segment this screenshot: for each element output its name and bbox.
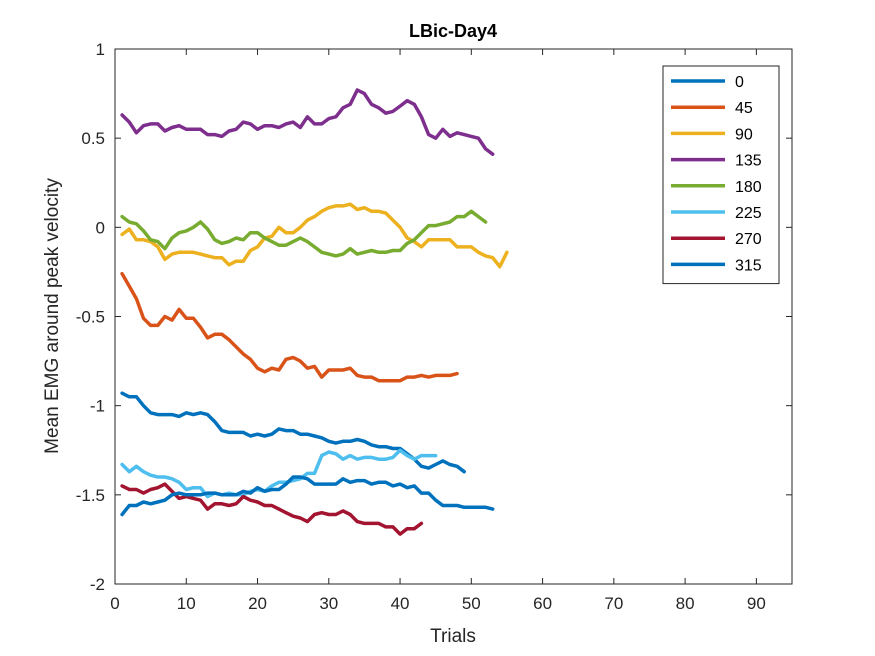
series-line-45 — [120, 271, 459, 383]
y-tick-label: -1 — [90, 397, 105, 416]
x-tick-label: 70 — [604, 594, 623, 613]
x-tick-label: 10 — [177, 594, 196, 613]
x-tick-label: 50 — [462, 594, 481, 613]
y-tick-label: -2 — [90, 575, 105, 594]
legend-label-0: 0 — [735, 74, 744, 91]
legend: 0 45 90 135 180 225 270 315 — [662, 65, 780, 285]
x-tick-label: 30 — [319, 594, 338, 613]
series-line-270 — [120, 482, 424, 536]
x-axis-label: Trials — [430, 626, 476, 647]
series-line-315 — [120, 475, 495, 517]
legend-label-225: 225 — [735, 205, 762, 222]
x-tick-label: 60 — [533, 594, 552, 613]
legend-label-90: 90 — [735, 126, 753, 143]
x-tick-label: 0 — [110, 594, 119, 613]
series-line-180 — [120, 209, 488, 258]
y-tick-label: -0.5 — [76, 308, 105, 327]
series-line-90 — [120, 202, 509, 269]
legend-label-135: 135 — [735, 153, 762, 170]
y-tick-label: -1.5 — [76, 486, 105, 505]
x-tick-label: 80 — [676, 594, 695, 613]
legend-label-45: 45 — [735, 100, 753, 117]
y-axis-label: Mean EMG around peak velocity — [42, 178, 63, 454]
series-line-225 — [120, 448, 438, 499]
y-tick-label: 0 — [96, 218, 105, 237]
x-tick-label: 90 — [747, 594, 766, 613]
legend-label-180: 180 — [735, 179, 762, 196]
chart-title: LBic-Day4 — [409, 21, 497, 41]
y-tick-label: 1 — [96, 40, 105, 59]
legend-label-270: 270 — [735, 231, 762, 248]
axes-layer: 0 10 20 30 40 50 60 70 80 90 -2 -1.5 -1 -0.5 0 0.5 1 — [76, 40, 793, 613]
x-tick-label: 20 — [248, 594, 267, 613]
series-line-135 — [120, 88, 495, 156]
legend-box — [662, 65, 780, 285]
x-tick-label: 40 — [391, 594, 410, 613]
y-tick-label: 0.5 — [81, 129, 105, 148]
legend-label-315: 315 — [735, 257, 762, 274]
series-layer — [120, 88, 509, 536]
